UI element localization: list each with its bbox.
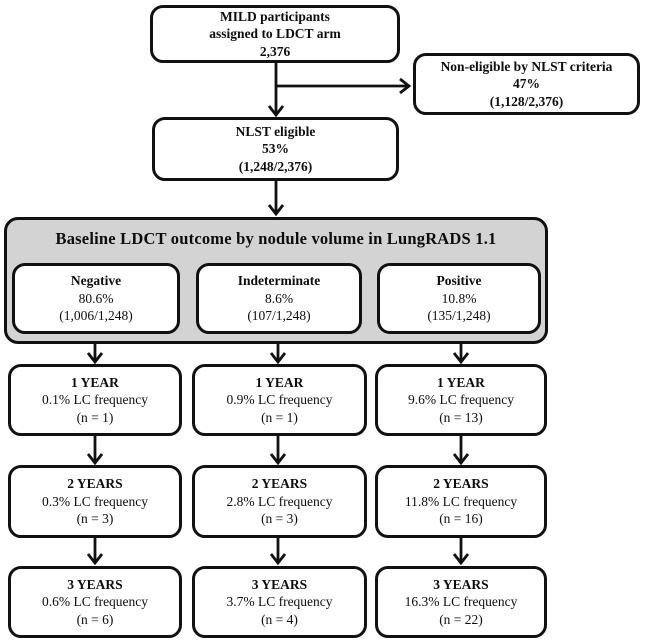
outcome-label: Negative	[70, 273, 122, 289]
arrow-positive-2yr-to-3yr	[452, 538, 470, 566]
followup-year-label: 1 YEAR	[437, 374, 485, 390]
followup-year-label: 1 YEAR	[71, 374, 119, 390]
followup-year-label: 3 YEARS	[67, 576, 123, 592]
box-mild-participants: MILD participants assigned to LDCT arm 2…	[150, 5, 400, 63]
box-negative-3yr: 3 YEARS 0.6% LC frequency (n = 6)	[8, 566, 182, 638]
box-indeterminate-1yr: 1 YEAR 0.9% LC frequency (n = 1)	[192, 364, 367, 436]
box-positive-3yr: 3 YEARS 16.3% LC frequency (n = 22)	[375, 566, 547, 638]
box-outcome-indeterminate: Indeterminate 8.6% (107/1,248)	[196, 263, 362, 334]
followup-frequency: 3.7% LC frequency	[226, 594, 333, 610]
followup-n: (n = 16)	[439, 511, 483, 527]
arrow-positive-1yr-to-2yr	[452, 436, 470, 466]
non-eligible-label: Non-eligible by NLST criteria	[440, 58, 613, 74]
box-negative-2yr: 2 YEARS 0.3% LC frequency (n = 3)	[8, 465, 182, 538]
followup-n: (n = 4)	[261, 611, 298, 627]
nlst-eligible-fraction: (1,248/2,376)	[238, 158, 313, 174]
box-outcome-negative: Negative 80.6% (1,006/1,248)	[12, 263, 180, 334]
followup-year-label: 3 YEARS	[251, 576, 308, 592]
outcome-percent: 8.6%	[264, 290, 294, 306]
box-nlst-eligible: NLST eligible 53% (1,248/2,376)	[152, 117, 399, 181]
followup-frequency: 16.3% LC frequency	[404, 594, 518, 610]
nlst-eligible-percent: 53%	[262, 141, 289, 157]
box-positive-2yr: 2 YEARS 11.8% LC frequency (n = 16)	[375, 465, 547, 538]
mild-label: MILD participants	[220, 8, 330, 24]
followup-frequency: 0.3% LC frequency	[41, 493, 149, 509]
followup-n: (n = 1)	[261, 409, 298, 425]
outcome-fraction: (107/1,248)	[247, 308, 311, 324]
followup-year-label: 3 YEARS	[433, 576, 489, 592]
arrow-indeterminate-2yr-to-3yr	[269, 538, 287, 566]
followup-n: (n = 3)	[76, 511, 114, 527]
box-indeterminate-2yr: 2 YEARS 2.8% LC frequency (n = 3)	[192, 465, 367, 538]
followup-n: (n = 6)	[76, 611, 114, 627]
arrow-negative-1yr-to-2yr	[86, 436, 104, 466]
arrow-indeterminate-1yr-to-2yr	[269, 436, 287, 466]
mild-count: 2,376	[259, 43, 291, 59]
box-indeterminate-3yr: 3 YEARS 3.7% LC frequency (n = 4)	[192, 566, 367, 638]
arrow-negative-2yr-to-3yr	[86, 538, 104, 566]
followup-frequency: 11.8% LC frequency	[404, 493, 518, 509]
followup-year-label: 2 YEARS	[67, 476, 123, 492]
box-negative-1yr: 1 YEAR 0.1% LC frequency (n = 1)	[8, 364, 182, 436]
followup-year-label: 2 YEARS	[251, 476, 308, 492]
outcome-fraction: (1,006/1,248)	[59, 308, 133, 324]
baseline-outcome-title: Baseline LDCT outcome by nodule volume i…	[55, 229, 497, 248]
followup-n: (n = 1)	[76, 409, 114, 425]
followup-n: (n = 22)	[439, 611, 483, 627]
outcome-label: Positive	[436, 273, 482, 289]
followup-frequency: 0.1% LC frequency	[41, 392, 149, 408]
followup-frequency: 0.9% LC frequency	[226, 392, 333, 408]
box-outcome-positive: Positive 10.8% (135/1,248)	[377, 263, 541, 334]
followup-year-label: 2 YEARS	[433, 476, 489, 492]
followup-frequency: 9.6% LC frequency	[407, 392, 515, 408]
box-non-eligible: Non-eligible by NLST criteria 47% (1,128…	[413, 53, 640, 115]
non-eligible-fraction: (1,128/2,376)	[489, 93, 564, 109]
followup-frequency: 2.8% LC frequency	[226, 493, 333, 509]
followup-frequency: 0.6% LC frequency	[41, 594, 149, 610]
box-positive-1yr: 1 YEAR 9.6% LC frequency (n = 13)	[375, 364, 547, 436]
outcome-fraction: (135/1,248)	[427, 308, 491, 324]
arrow-eligible-to-baseline	[267, 181, 285, 217]
followup-year-label: 1 YEAR	[255, 374, 304, 390]
followup-n: (n = 13)	[439, 409, 483, 425]
outcome-percent: 10.8%	[441, 290, 477, 306]
mild-sublabel: assigned to LDCT arm	[209, 26, 341, 42]
arrow-mild-to-noneligible	[276, 77, 412, 95]
outcome-percent: 80.6%	[78, 290, 114, 306]
outcome-label: Indeterminate	[237, 273, 321, 289]
arrow-mild-to-eligible	[267, 63, 285, 118]
nlst-eligible-label: NLST eligible	[235, 123, 316, 139]
followup-n: (n = 3)	[261, 511, 298, 527]
non-eligible-percent: 47%	[513, 76, 540, 92]
